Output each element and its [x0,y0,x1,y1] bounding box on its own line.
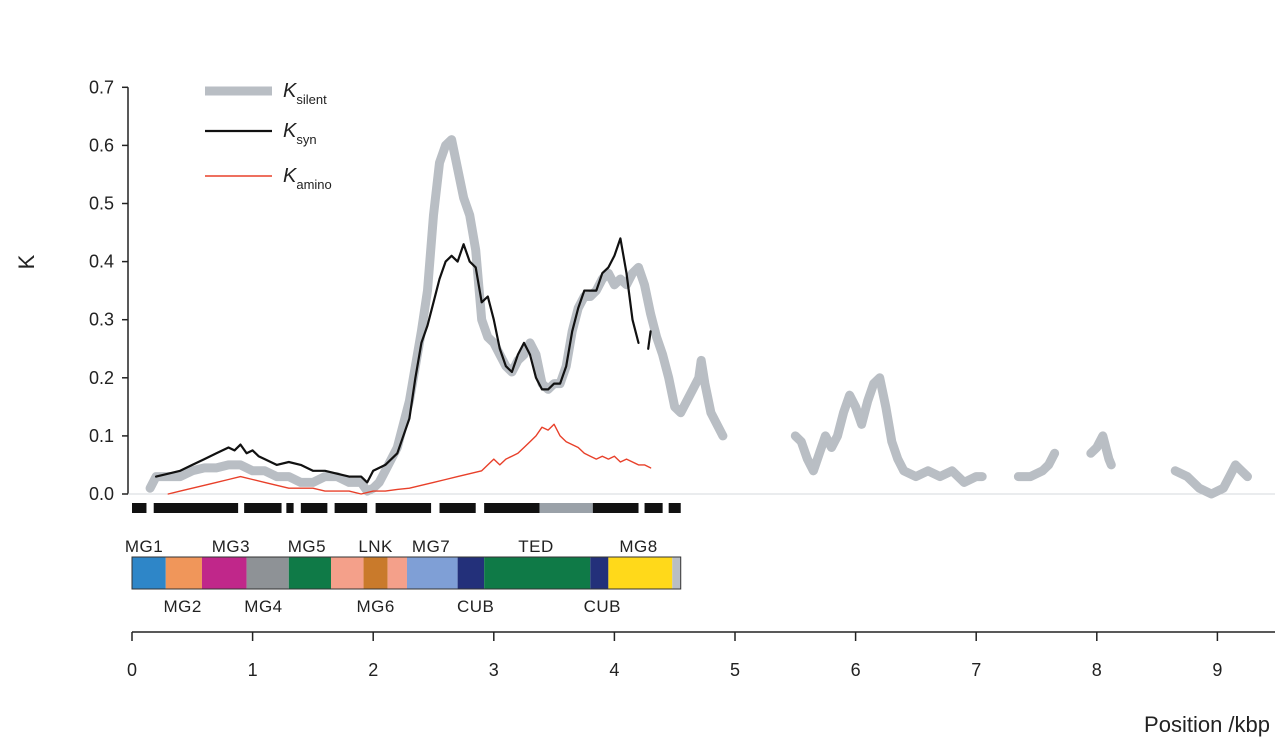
x-tick-label: 0 [127,660,137,680]
coverage-block [375,503,432,513]
y-tick-label: 0.6 [89,135,114,155]
series-silent-line [1013,448,1060,482]
coverage-block [334,503,368,513]
series-layer [145,135,1252,499]
series-syn-line [155,237,640,484]
domain-segment [672,557,681,589]
x-axis: 0 1 2 3 4 5 6 7 8 9 [127,631,1275,680]
domain-mg7 [406,557,458,589]
legend-label-syn: Ksyn [283,120,317,147]
coverage-block [286,503,294,513]
y-tick-label: 0.2 [89,368,114,388]
domain-label-cub: CUB [457,597,494,616]
domain-label-mg1: MG1 [125,537,163,556]
x-tick-label: 3 [489,660,499,680]
series-silent-line [145,135,728,496]
legend-label-amino: Kamino [283,165,332,192]
series-silent-line [1170,460,1252,499]
series-syn-line [647,330,652,350]
domain-label-mg3: MG3 [212,537,250,556]
legend-symbol: K [283,120,298,142]
domain-mg6 [387,557,407,589]
domain-mg4 [246,557,289,589]
domain-label-mg5: MG5 [288,537,326,556]
coverage-block [592,503,639,513]
domain-label-mg4: MG4 [244,597,282,616]
coverage-track [132,503,681,513]
domain-mg1 [132,557,166,589]
x-tick-label: 1 [248,660,258,680]
domain-bar: MG1 MG2 MG3 MG4 MG5 LNK MG6 MG7 CUB TED CUB MG8 [125,537,682,616]
domain-cub [590,557,609,589]
domain-mg5 [288,557,331,589]
series-silent-line [790,373,987,487]
coverage-block [244,503,282,513]
legend-subscript: silent [296,92,327,107]
series-amino-line [167,423,652,495]
series-syn [155,237,652,484]
series-silent-line [1086,431,1116,470]
x-tick-label: 2 [368,660,378,680]
coverage-block [644,503,663,513]
x-tick-label: 7 [971,660,981,680]
legend-subscript: syn [296,132,316,147]
domain-label-cub: CUB [584,597,621,616]
domain-mg8 [608,557,673,589]
domain-label-mg6: MG6 [356,597,394,616]
y-axis-title: K [14,254,39,269]
coverage-block [484,503,540,513]
x-tick-label: 5 [730,660,740,680]
domain-label-mg7: MG7 [412,537,450,556]
y-axis: 0.0 0.1 0.2 0.3 0.4 0.5 0.6 0.7 [89,77,129,504]
coverage-block [439,503,476,513]
legend-symbol: K [283,80,298,102]
y-tick-label: 0.3 [89,310,114,330]
legend-symbol: K [283,165,298,187]
y-tick-label: 0.4 [89,252,114,272]
series-amino [167,423,652,495]
legend-label-silent: Ksilent [283,80,327,107]
coverage-block [153,503,239,513]
x-axis-title: Position /kbp [1144,712,1270,737]
series-silent [145,135,1252,499]
domain-bar-outline [131,556,682,590]
domain-cub [457,557,485,589]
coverage-highlight [539,503,593,513]
domain-ted [484,557,591,589]
x-tick-label: 9 [1212,660,1222,680]
y-tick-label: 0.7 [89,77,114,97]
coverage-block [668,503,681,513]
domain-segment [330,557,364,589]
domain-mg2 [165,557,202,589]
y-tick-label: 0.5 [89,194,114,214]
coverage-block [300,503,328,513]
domain-lnk [363,557,388,589]
domain-label-ted: TED [518,537,554,556]
y-tick-label: 0.1 [89,426,114,446]
legend-subscript: amino [296,177,331,192]
x-tick-label: 8 [1092,660,1102,680]
domain-mg3 [201,557,247,589]
domain-label-mg2: MG2 [163,597,201,616]
domain-label-lnk: LNK [358,537,393,556]
domain-label-mg8: MG8 [619,537,657,556]
x-tick-label: 6 [851,660,861,680]
y-tick-label: 0.0 [89,484,114,504]
x-tick-label: 4 [609,660,619,680]
coverage-block [132,503,147,513]
